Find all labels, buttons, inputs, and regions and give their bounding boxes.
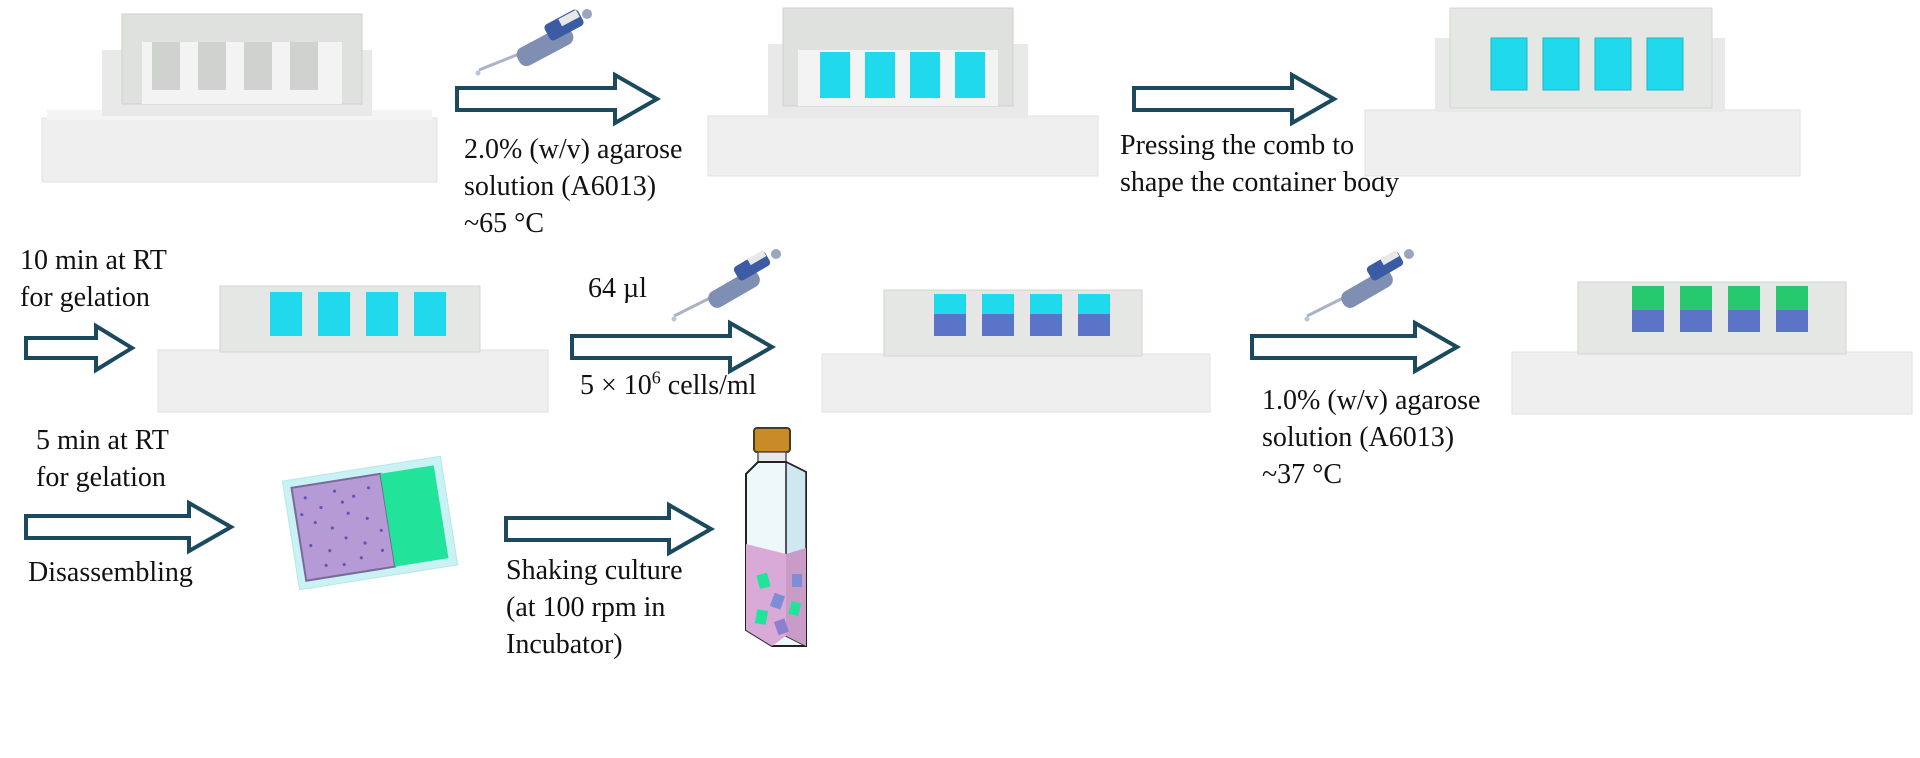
cell-volume-label: 64 µl xyxy=(588,273,647,304)
agarose-2pct-label: 2.0% (w/v) agarose solution (A6013) ~65 … xyxy=(464,134,683,239)
disassembling-label: Disassembling xyxy=(28,557,193,588)
cell-concentration-label: 5 × 106 cells/ml xyxy=(580,367,757,401)
process-arrow-4 xyxy=(570,319,777,375)
gel-wells-agarose xyxy=(157,285,549,413)
process-arrow-5 xyxy=(1250,319,1462,375)
gel-slab-icon xyxy=(281,455,459,591)
agarose-1pct-label: 1.0% (w/v) agarose solution (A6013) ~37 … xyxy=(1262,385,1481,490)
process-arrow-3 xyxy=(24,322,136,374)
gel-wells-with-cells xyxy=(821,289,1211,413)
gelation-10min-label: 10 min at RT for gelation xyxy=(20,245,167,313)
pipette-icon xyxy=(671,249,781,322)
casting-tray-agarose-filled xyxy=(707,7,1099,177)
process-arrow-2 xyxy=(1132,71,1339,127)
pipette-icon xyxy=(1304,249,1414,322)
casting-tray-wells-formed xyxy=(1364,7,1801,177)
process-arrow-7 xyxy=(504,501,716,557)
process-arrow-6 xyxy=(24,499,236,555)
gel-wells-sealed xyxy=(1511,281,1913,415)
culture-flask-icon xyxy=(745,427,807,648)
shaking-culture-label: Shaking culture (at 100 rpm in Incubator… xyxy=(506,555,683,660)
gelation-5min-label: 5 min at RT for gelation xyxy=(36,425,169,493)
pressing-comb-label: Pressing the comb to shape the container… xyxy=(1120,130,1400,198)
casting-tray-with-comb xyxy=(41,13,438,183)
pipette-icon xyxy=(475,9,592,76)
process-arrow-1 xyxy=(455,71,662,127)
